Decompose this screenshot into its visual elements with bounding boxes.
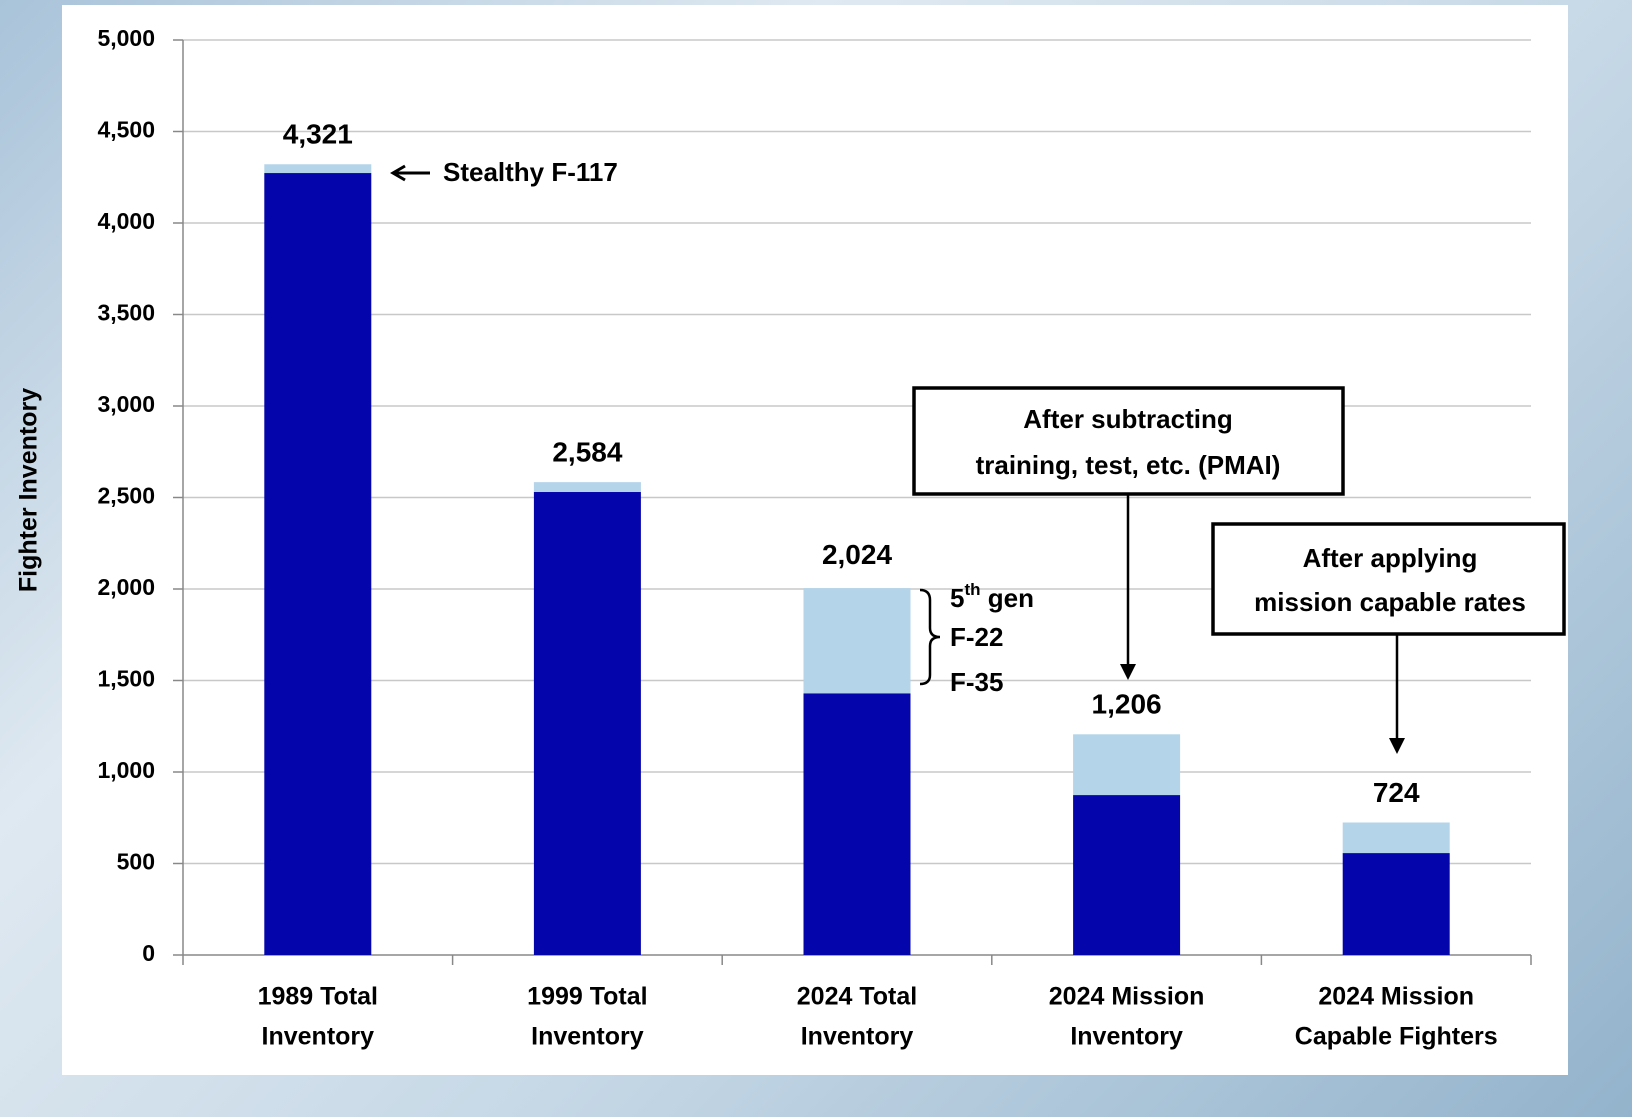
y-tick-label: 500 (117, 849, 155, 875)
x-tick-label: Capable Fighters (1295, 1023, 1498, 1051)
callout-text: After subtracting (1023, 404, 1232, 434)
y-tick-label: 4,500 (97, 117, 155, 143)
y-tick-label: 3,000 (97, 391, 155, 417)
x-tick-label: 2024 Mission (1049, 983, 1205, 1011)
x-tick-label: 1989 Total (258, 983, 378, 1011)
x-tick-label: 2024 Total (797, 983, 917, 1011)
value-label: 724 (1373, 777, 1420, 808)
y-tick-label: 2,000 (97, 574, 155, 600)
bar-segment (264, 164, 372, 174)
y-tick-label: 1,500 (97, 666, 155, 692)
bar-segment (533, 482, 641, 493)
callout-box (912, 386, 1345, 496)
x-tick-label: Inventory (262, 1023, 375, 1051)
bar-segment (1342, 853, 1450, 955)
value-label: 2,024 (822, 539, 892, 570)
brace (919, 588, 941, 686)
y-tick-label: 4,000 (97, 208, 155, 234)
arrow (390, 164, 430, 182)
arrowhead (1389, 738, 1405, 754)
bar-segment (803, 588, 911, 694)
bar-segment (264, 173, 372, 955)
annotation: 5th gen (950, 580, 1034, 612)
y-tick-label: 3,500 (97, 300, 155, 326)
value-label: 1,206 (1092, 689, 1162, 720)
annotation: Stealthy F-117 (443, 157, 618, 187)
y-tick-label: 5,000 (97, 25, 155, 51)
bar-segment (533, 492, 641, 955)
annotation-part: 5 (950, 583, 964, 613)
callout-text: training, test, etc. (PMAI) (976, 450, 1281, 480)
value-label: 4,321 (283, 119, 353, 150)
bar-segment (1342, 822, 1450, 854)
callout-box (1211, 522, 1566, 636)
bar-segment (803, 693, 911, 955)
annotation: F-35 (950, 667, 1003, 697)
arrowhead (1120, 664, 1136, 680)
annotation: F-22 (950, 622, 1003, 652)
y-tick-label: 0 (142, 940, 155, 966)
bar-segment (1073, 795, 1181, 955)
x-tick-label: 2024 Mission (1318, 983, 1474, 1011)
annotation-part: gen (981, 583, 1034, 613)
y-tick-label: 1,000 (97, 757, 155, 783)
x-tick-label: 1999 Total (527, 983, 647, 1011)
x-tick-label: Inventory (531, 1023, 644, 1051)
callout-text: mission capable rates (1254, 587, 1526, 617)
callout-text: After applying (1303, 543, 1478, 573)
annotation-sup: th (964, 580, 980, 599)
y-axis-label: Fighter Inventory (15, 388, 43, 592)
value-label: 2,584 (552, 437, 622, 468)
bar-segment (1073, 734, 1181, 796)
x-tick-label: Inventory (1070, 1023, 1183, 1051)
x-tick-label: Inventory (801, 1023, 914, 1051)
y-tick-label: 2,500 (97, 483, 155, 509)
